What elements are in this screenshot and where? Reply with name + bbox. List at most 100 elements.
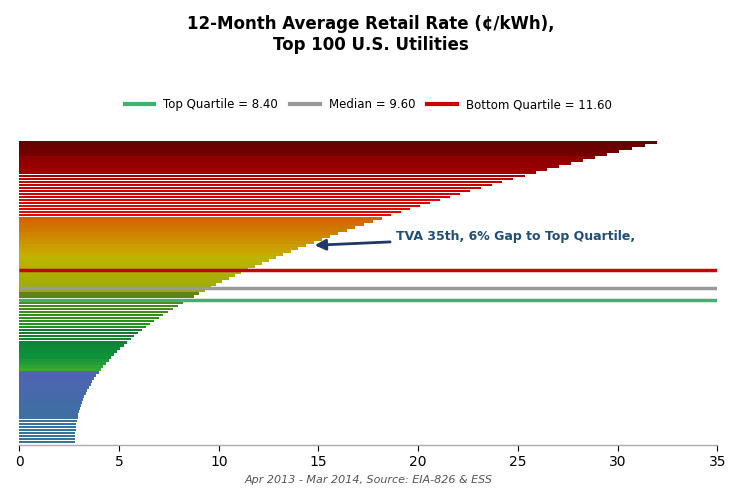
Bar xyxy=(19,383,90,386)
Bar xyxy=(19,432,76,434)
Bar xyxy=(19,178,514,180)
Bar xyxy=(19,371,99,374)
Bar xyxy=(19,428,76,431)
Bar xyxy=(19,290,205,292)
Bar xyxy=(19,141,657,144)
Bar xyxy=(19,274,235,277)
Bar xyxy=(19,422,76,425)
Bar xyxy=(19,377,94,380)
Bar xyxy=(19,416,78,419)
Bar xyxy=(19,284,216,286)
Bar xyxy=(19,392,86,395)
Bar xyxy=(19,226,356,228)
Bar xyxy=(19,247,298,250)
Bar xyxy=(19,390,87,392)
Bar xyxy=(19,341,127,344)
Bar xyxy=(19,162,571,165)
Bar xyxy=(19,202,430,204)
Bar xyxy=(19,356,111,358)
Bar xyxy=(19,426,76,428)
Bar xyxy=(19,268,248,271)
Bar xyxy=(19,350,117,352)
Bar xyxy=(19,438,76,440)
Bar xyxy=(19,344,124,346)
Text: TVA 35th, 6% Gap to Top Quartile,: TVA 35th, 6% Gap to Top Quartile, xyxy=(318,230,635,249)
Bar xyxy=(19,365,104,368)
Bar xyxy=(19,262,262,265)
Bar xyxy=(19,396,84,398)
Bar xyxy=(19,217,382,220)
Bar xyxy=(19,410,79,413)
Bar xyxy=(19,211,401,214)
Bar xyxy=(19,223,364,226)
Bar xyxy=(19,232,339,234)
Legend: Top Quartile = 8.40, Median = 9.60, Bottom Quartile = 11.60: Top Quartile = 8.40, Median = 9.60, Bott… xyxy=(120,94,617,116)
Bar xyxy=(19,380,93,383)
Bar xyxy=(19,244,306,246)
Bar xyxy=(19,172,536,174)
Bar xyxy=(19,398,83,401)
Bar xyxy=(19,308,173,310)
Bar xyxy=(19,272,242,274)
Bar xyxy=(19,359,109,362)
Bar xyxy=(19,220,373,222)
Bar xyxy=(19,156,595,159)
Bar xyxy=(19,174,525,177)
Bar xyxy=(19,259,269,262)
Bar xyxy=(19,302,183,304)
Bar xyxy=(19,310,168,314)
Bar xyxy=(19,196,450,198)
Bar xyxy=(19,326,146,328)
Bar xyxy=(19,335,134,338)
X-axis label: Apr 2013 - Mar 2014, Source: EIA-826 & ESS: Apr 2013 - Mar 2014, Source: EIA-826 & E… xyxy=(245,475,492,485)
Bar xyxy=(19,229,347,232)
Bar xyxy=(19,241,314,244)
Bar xyxy=(19,420,77,422)
Text: 12-Month Average Retail Rate (¢/kWh),
Top 100 U.S. Utilities: 12-Month Average Retail Rate (¢/kWh), To… xyxy=(187,15,554,54)
Bar xyxy=(19,368,101,370)
Bar xyxy=(19,144,645,147)
Bar xyxy=(19,180,502,183)
Bar xyxy=(19,322,150,326)
Bar xyxy=(19,186,481,190)
Bar xyxy=(19,250,290,253)
Bar xyxy=(19,292,199,295)
Bar xyxy=(19,353,114,356)
Bar xyxy=(19,374,96,377)
Bar xyxy=(19,190,471,192)
Bar xyxy=(19,329,142,332)
Bar xyxy=(19,184,491,186)
Bar xyxy=(19,414,79,416)
Bar xyxy=(19,208,411,210)
Bar xyxy=(19,235,330,238)
Bar xyxy=(19,214,391,216)
Bar xyxy=(19,150,619,153)
Bar xyxy=(19,238,322,240)
Bar xyxy=(19,148,632,150)
Bar xyxy=(19,362,106,364)
Bar xyxy=(19,166,559,168)
Bar xyxy=(19,338,130,340)
Bar xyxy=(19,347,121,350)
Bar xyxy=(19,286,210,289)
Bar xyxy=(19,168,548,171)
Bar xyxy=(19,278,229,280)
Bar xyxy=(19,154,607,156)
Bar xyxy=(19,280,222,283)
Bar xyxy=(19,298,188,301)
Bar xyxy=(19,404,81,407)
Bar xyxy=(19,320,154,322)
Bar xyxy=(19,434,76,438)
Bar xyxy=(19,256,276,259)
Bar xyxy=(19,316,159,320)
Bar xyxy=(19,332,138,334)
Bar xyxy=(19,304,178,307)
Bar xyxy=(19,160,582,162)
Bar xyxy=(19,408,80,410)
Bar xyxy=(19,192,460,196)
Bar xyxy=(19,265,255,268)
Bar xyxy=(19,205,420,208)
Bar xyxy=(19,198,439,202)
Bar xyxy=(19,440,75,444)
Bar xyxy=(19,253,283,256)
